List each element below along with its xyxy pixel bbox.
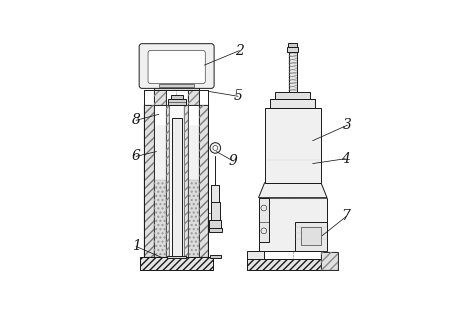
Text: 5: 5 [234,89,242,103]
Bar [199,105,208,257]
Bar [171,95,183,100]
Bar [209,228,222,232]
Text: 8: 8 [132,113,141,127]
Bar [259,198,327,251]
Text: 3: 3 [343,118,352,132]
Text: 1: 1 [132,239,141,253]
Bar [154,90,166,105]
Bar [154,180,166,257]
Polygon shape [259,183,327,198]
Text: 9: 9 [229,154,238,168]
Text: 6: 6 [132,149,141,163]
Bar [154,180,166,257]
Bar [270,99,315,108]
Bar [209,220,221,230]
Bar [154,90,166,105]
Bar [140,257,213,271]
Bar [144,105,154,257]
Bar [167,256,186,258]
Bar [166,105,170,257]
Bar [140,257,213,271]
Bar [188,90,199,105]
Circle shape [210,143,220,153]
Bar [211,202,220,220]
Bar [188,125,199,257]
Bar [295,222,327,251]
Bar [288,43,297,46]
Bar [199,105,208,257]
Bar [287,46,298,52]
Bar [321,252,338,271]
Text: 4: 4 [340,152,349,166]
Bar [247,251,264,259]
Bar [289,50,297,92]
FancyBboxPatch shape [148,51,205,84]
Bar [171,118,182,257]
Bar [166,105,188,257]
Bar [188,180,199,257]
Bar [321,252,338,271]
Text: 7: 7 [342,209,351,223]
Bar [159,84,194,87]
Bar [247,259,338,271]
Bar [275,92,311,99]
Bar [259,198,269,241]
Bar [168,100,186,105]
Bar [144,105,154,257]
Bar [210,255,220,258]
Bar [247,259,338,271]
Bar [184,105,188,257]
Bar [265,108,321,183]
Bar [184,105,188,257]
Circle shape [213,145,218,150]
Bar [188,90,199,105]
Bar [154,125,166,257]
Bar [301,227,320,245]
Bar [166,105,170,257]
FancyBboxPatch shape [139,44,214,88]
Bar [211,185,219,203]
Bar [188,180,199,257]
Text: 2: 2 [235,44,244,58]
Bar [154,86,199,90]
